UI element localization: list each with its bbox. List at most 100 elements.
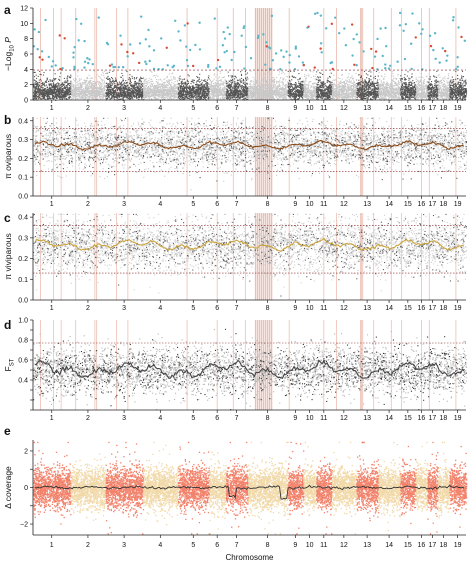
snp-point [54, 95, 55, 96]
snp-point [117, 89, 118, 90]
snp-point [186, 94, 187, 95]
snp-point [167, 91, 168, 92]
snp-point [251, 81, 252, 82]
snp-point [233, 94, 234, 95]
snp-point [45, 92, 46, 93]
snp-point [236, 86, 237, 87]
snp-point [231, 97, 232, 98]
snp-point [60, 96, 61, 97]
snp-point [81, 79, 82, 80]
snp-point [154, 71, 155, 72]
snp-point [80, 94, 81, 95]
snp-point [132, 98, 133, 99]
snp-point [211, 94, 212, 95]
snp-point [185, 82, 186, 83]
snp-point [39, 71, 40, 72]
snp-point [62, 92, 63, 93]
snp-point [234, 96, 235, 97]
snp-point [211, 83, 212, 84]
snp-point [55, 73, 56, 74]
snp-point [177, 92, 178, 93]
snp-point [201, 80, 202, 81]
snp-point [147, 90, 148, 91]
snp-point [157, 88, 158, 89]
snp-point [210, 98, 211, 99]
snp-point [109, 87, 110, 88]
snp-point [212, 92, 213, 93]
snp-point [45, 95, 46, 96]
snp-point [79, 89, 80, 90]
snp-point [184, 88, 185, 89]
significant-snp-point [80, 23, 82, 25]
snp-point [209, 98, 210, 99]
snp-point [234, 81, 235, 82]
snp-point [66, 91, 67, 92]
snp-point [207, 80, 208, 81]
snp-point [35, 96, 36, 97]
snp-point [67, 88, 68, 89]
snp-point [133, 92, 134, 93]
snp-point [151, 71, 152, 72]
snp-point [246, 92, 247, 93]
snp-point [71, 89, 72, 90]
significant-snp-point [38, 31, 40, 33]
snp-point [127, 82, 128, 83]
snp-point [287, 76, 288, 77]
snp-point [231, 84, 232, 85]
snp-point [191, 81, 192, 82]
snp-point [99, 81, 100, 82]
snp-point [59, 97, 60, 98]
snp-point [232, 88, 233, 89]
snp-point [196, 76, 197, 77]
snp-point [52, 87, 53, 88]
snp-point [94, 95, 95, 96]
snp-point [66, 90, 67, 91]
snp-point [184, 97, 185, 98]
snp-point [101, 96, 102, 97]
significant-snp-point [167, 64, 169, 66]
snp-point [102, 86, 103, 87]
snp-point [100, 89, 101, 90]
snp-point [269, 98, 270, 99]
snp-point [220, 91, 221, 92]
snp-point [131, 88, 132, 89]
snp-point [244, 98, 245, 99]
snp-point [215, 76, 216, 77]
snp-point [34, 80, 35, 81]
snp-point [120, 84, 121, 85]
snp-point [217, 85, 218, 86]
snp-point [201, 89, 202, 90]
snp-point [180, 97, 181, 98]
snp-point [42, 93, 43, 94]
snp-point [73, 92, 74, 93]
significant-snp-point [245, 46, 247, 48]
snp-point [224, 98, 225, 99]
snp-point [239, 79, 240, 80]
snp-point [211, 84, 212, 85]
snp-point [85, 83, 86, 84]
snp-point [56, 91, 57, 92]
snp-point [117, 94, 118, 95]
snp-point [187, 92, 188, 93]
snp-point [218, 89, 219, 90]
snp-point [235, 88, 236, 89]
snp-point [113, 82, 114, 83]
snp-point [180, 88, 181, 89]
snp-point [57, 82, 58, 83]
snp-point [82, 86, 83, 87]
snp-point [111, 81, 112, 82]
snp-point [77, 93, 78, 94]
snp-point [259, 80, 260, 81]
snp-point [239, 97, 240, 98]
snp-point [95, 83, 96, 84]
snp-point [244, 92, 245, 93]
snp-point [43, 74, 44, 75]
snp-point [171, 94, 172, 95]
snp-point [119, 93, 120, 94]
snp-point [39, 90, 40, 91]
snp-point [174, 85, 175, 86]
snp-point [232, 87, 233, 88]
snp-point [205, 81, 206, 82]
snp-point [54, 79, 55, 80]
snp-point [243, 80, 244, 81]
